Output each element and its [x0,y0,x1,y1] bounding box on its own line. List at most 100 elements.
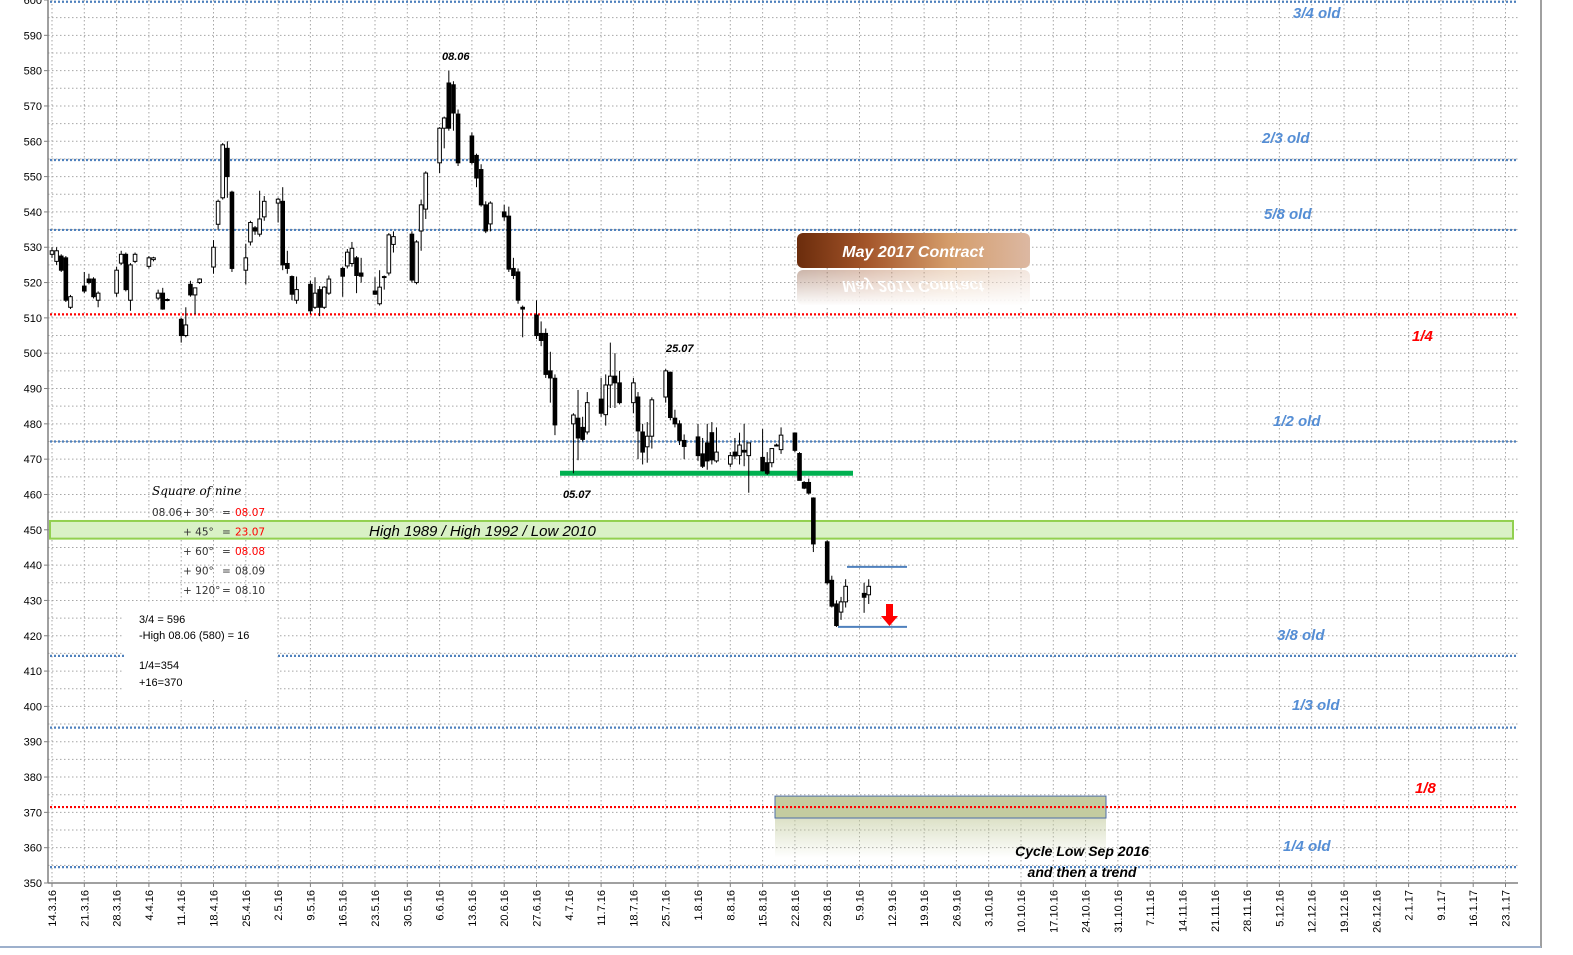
candle-body-down [598,398,604,414]
candle [469,132,475,165]
candle-body-down [409,233,415,281]
candle [575,389,581,461]
candle [49,247,55,258]
y-tick-label: 510 [24,313,42,325]
x-tick-label: 18.7.16 [628,890,640,927]
candle [672,409,678,428]
candle [515,268,521,304]
candle [737,432,742,465]
candle [280,187,286,271]
candle-body-down [681,439,687,447]
candle-body-up [192,287,198,296]
candle [252,226,258,235]
candle [155,289,161,301]
square-angle: + 90° [183,566,214,578]
candle-body-down [824,541,830,584]
candle-body-down [63,257,69,301]
candle-body-down [640,431,645,453]
candle-body-down [123,253,129,291]
candle-body-down [483,204,489,232]
candle [451,81,456,131]
candle-body-up [155,292,161,299]
candle [289,275,295,301]
candle-body-down [358,272,364,277]
candle-body-down [797,453,802,481]
y-tick-label: 600 [24,0,42,7]
candle-body-up [257,218,262,235]
square-angle: + 30° [183,507,214,519]
candle [732,437,738,460]
candle [677,420,682,446]
y-tick-label: 430 [24,595,42,607]
candle [506,206,512,272]
candle-body-up [608,375,613,386]
candle-body-up [49,250,55,255]
candle-body-up [211,246,216,268]
candle [774,443,779,447]
candle-body-down [806,481,812,494]
y-tick-label: 540 [24,207,42,219]
candle [86,273,92,285]
candle-body-up [418,204,424,232]
candle [132,252,138,264]
candle [455,109,461,167]
x-tick-label: 6.6.16 [435,890,447,921]
candle-body-up [414,241,419,284]
contract-title-box: May 2017 Contract May 2017 Contract [795,233,1032,306]
candle [275,197,281,223]
candle [317,286,322,317]
candle-body-up [146,257,152,267]
candle-body-up [312,292,318,308]
candle-body-down [792,432,798,451]
level-label: 3/8 old [1277,627,1325,644]
candle-body-down [829,579,835,607]
x-tick-label: 16.1.17 [1468,890,1480,927]
candle-body-down [520,306,525,310]
candle-body-down [695,436,701,457]
x-tick-label: 1.8.16 [693,890,705,921]
candle [321,286,327,310]
x-tick-label: 5.12.16 [1274,890,1286,927]
x-tick-label: 8.8.16 [725,890,737,921]
y-tick-label: 410 [24,666,42,678]
candle-body-down [474,154,479,179]
candle-body-down [285,262,290,269]
candle-body-down [86,278,92,284]
candle-body-down [668,371,673,418]
target-zone-shadow [775,818,1106,859]
candle-body-down [165,299,170,302]
candle [82,271,87,294]
candle [478,164,484,207]
x-tick-label: 31.10.16 [1113,890,1125,933]
candle-body-down [372,290,378,295]
candle [649,397,655,449]
candle [377,270,382,306]
candle [441,116,447,149]
candle-body-down [760,456,765,472]
candle [409,231,415,283]
candle [160,287,166,310]
candle-body-up [294,289,299,301]
candle [709,422,715,465]
contract-title-bg [797,233,1030,268]
x-tick-label: 22.8.16 [790,890,802,927]
candle [746,442,752,493]
candle [728,452,733,468]
x-tick-label: 25.7.16 [661,890,673,927]
candle-body-up [391,236,396,245]
candle-body-up [631,382,636,404]
x-tick-label: 27.6.16 [532,890,544,927]
x-tick-label: 19.12.16 [1339,890,1351,933]
candle-body-down [764,462,770,474]
target-zone [774,795,1107,819]
y-tick-label: 560 [24,136,42,148]
cycle-low-line1: Cycle Low Sep 2016 [1015,843,1149,859]
candle-body-up [584,402,590,433]
candle-body-up [603,384,609,416]
candle [741,423,747,467]
candle-body-up [714,451,719,462]
candle-body-down [801,481,807,489]
y-tick-label: 440 [24,560,42,572]
candle-body-down [861,592,867,598]
candle [340,266,345,297]
